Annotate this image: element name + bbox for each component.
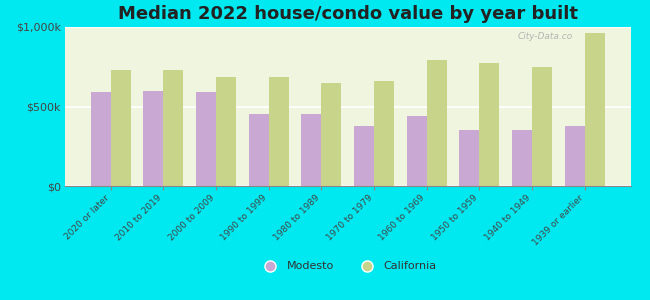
Bar (163, 70, 183, 186)
Bar (111, 70, 131, 186)
Bar (585, 33, 604, 186)
Legend: Modesto, California: Modesto, California (254, 257, 441, 276)
Bar (268, 77, 289, 186)
Text: City-Data.co: City-Data.co (517, 32, 573, 41)
Bar (249, 114, 268, 186)
Bar (354, 126, 374, 186)
Bar (480, 63, 499, 186)
Bar (427, 60, 447, 186)
Bar (321, 82, 341, 186)
Bar (460, 130, 480, 186)
Bar (196, 92, 216, 186)
Bar (144, 92, 163, 186)
Title: Median 2022 house/condo value by year built: Median 2022 house/condo value by year bu… (118, 5, 578, 23)
Bar (532, 67, 552, 186)
Bar (302, 114, 321, 186)
Bar (374, 81, 394, 186)
Bar (512, 130, 532, 186)
Bar (216, 77, 236, 186)
Bar (565, 126, 585, 186)
Bar (407, 116, 427, 186)
Bar (91, 92, 111, 186)
